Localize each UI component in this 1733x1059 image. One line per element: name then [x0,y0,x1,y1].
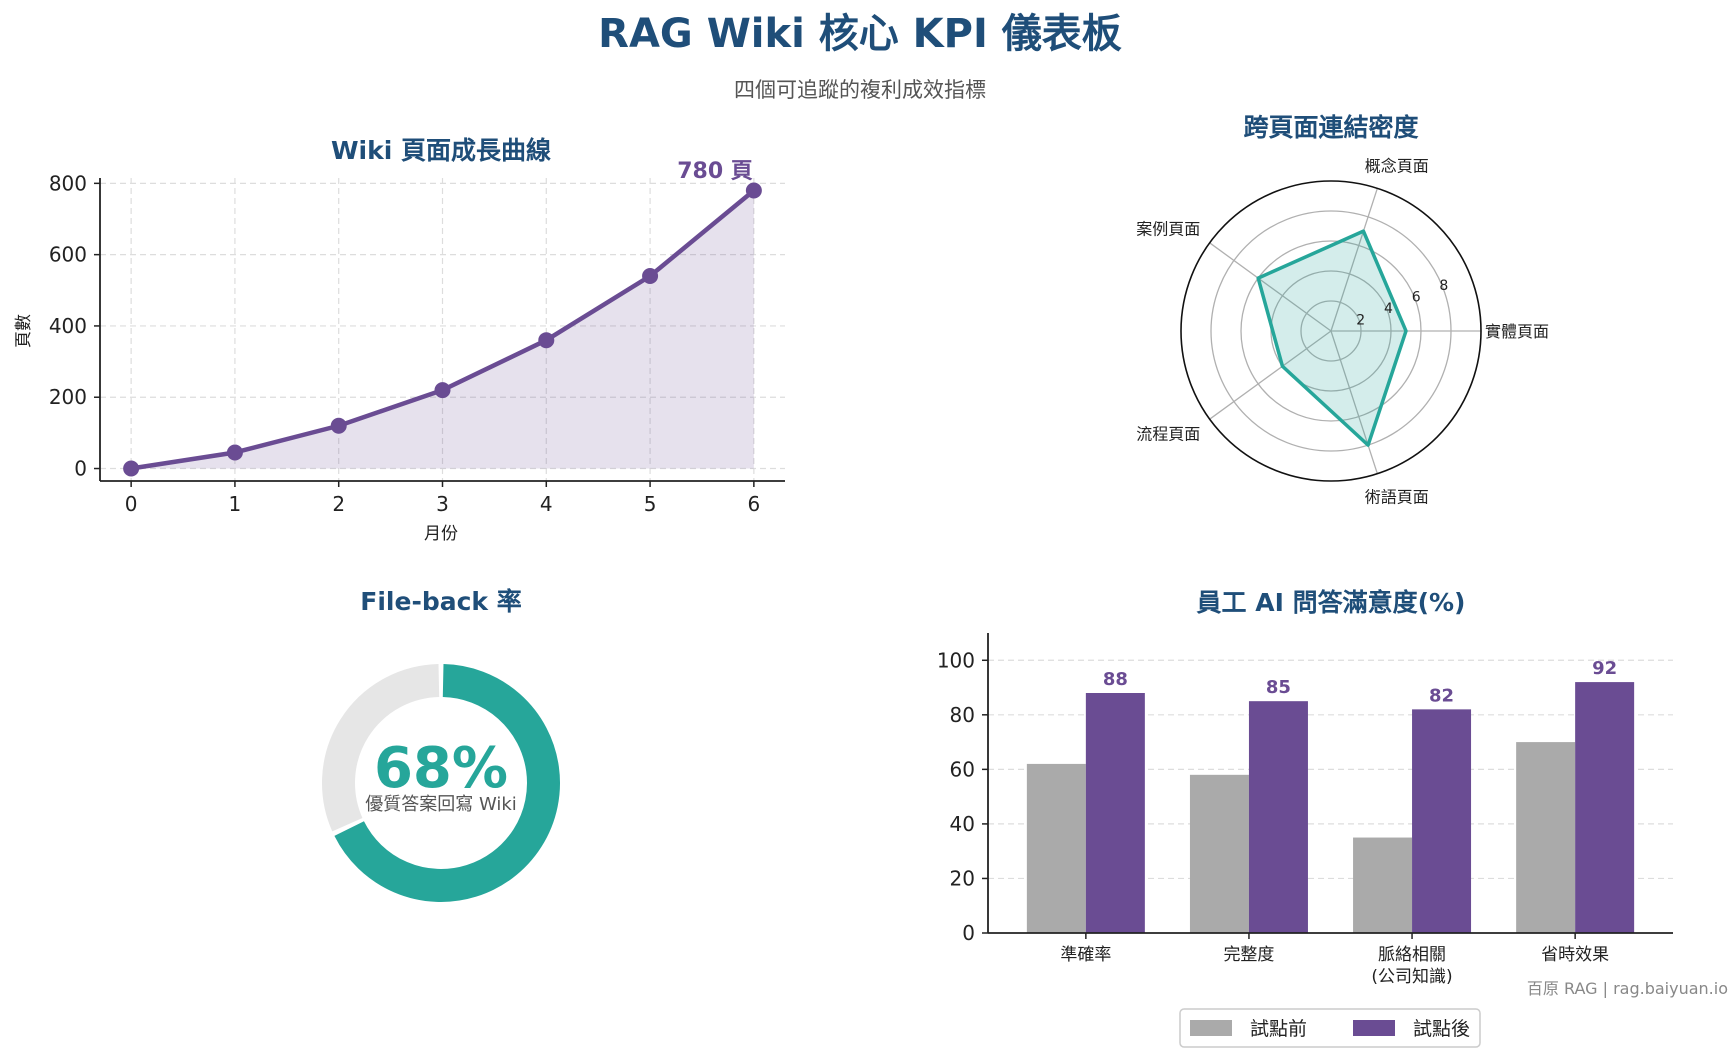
line-chart-title: Wiki 頁面成長曲線 [331,136,551,165]
bar-after [1412,709,1472,933]
line-chart-y-tick-label: 600 [49,243,87,267]
bar-chart-category-label: 完整度 [1223,945,1274,965]
radar-spoke [1209,242,1332,332]
line-chart-x-tick-label: 2 [332,492,345,516]
donut-value-arc [334,664,560,902]
line-chart-x-tick-label: 1 [229,492,242,516]
bar-after [1085,693,1145,933]
legend-swatch-before [1190,1020,1232,1036]
bar-after [1248,701,1308,933]
bar-chart-category-label: 省時效果 [1541,945,1609,965]
bar-after [1575,682,1635,933]
radar-r-tick-label: 6 [1412,290,1421,306]
bar-chart-legend: 試點前 試點後 [1179,1008,1481,1048]
line-chart-x-tick-label: 4 [540,492,553,516]
radar-category-label: 概念頁面 [1365,157,1429,176]
line-chart-point [330,417,347,434]
line-chart-point [226,444,243,461]
line-chart-x-tick-label: 5 [644,492,657,516]
legend-label-after: 試點後 [1413,1018,1470,1040]
line-chart-xlabel: 月份 [424,524,458,544]
radar-series-area [1256,229,1408,447]
bar-chart-y-tick-label: 60 [950,757,975,781]
radar-category-label: 流程頁面 [1136,424,1200,443]
donut-chart-title: File-back 率 [360,587,521,616]
footer-credit: 百原 RAG | rag.baiyuan.io [1527,979,1728,998]
line-chart-point [642,268,659,285]
bar-data-label: 82 [1429,685,1454,706]
legend-frame [1179,1008,1481,1048]
bar-chart-y-tick-label: 40 [950,812,975,836]
donut-remaining-arc [322,664,440,832]
radar-r-tick-label: 2 [1356,313,1365,329]
bar-chart-y-tick-label: 100 [937,648,975,672]
line-chart-point [123,460,140,477]
bar-chart-y-tick-label: 20 [950,866,975,890]
line-chart-x-tick-label: 0 [125,492,138,516]
bar-chart-category-label: 準確率 [1060,945,1111,965]
bar-before [1353,837,1413,933]
line-chart-point [745,182,762,199]
line-chart-y-tick-label: 800 [49,171,87,195]
donut-value-label: 68% [374,736,508,801]
radar-spoke [1330,188,1378,332]
radar-r-tick-label: 8 [1439,278,1448,294]
line-chart-area [131,190,754,469]
donut-caption: 優質答案回寫 Wiki [365,794,517,815]
line-chart-x-tick-label: 6 [747,492,760,516]
page-title: RAG Wiki 核心 KPI 儀表板 [598,11,1122,57]
radar-spoke [1209,330,1332,420]
line-chart-y-tick-label: 400 [49,314,87,338]
line-chart-ylabel: 頁數 [14,314,34,348]
bar-chart-category-label: 脈絡相關(公司知識) [1371,945,1452,987]
line-chart-point [538,332,555,349]
radar-spoke [1330,330,1378,474]
bar-before [1516,742,1576,933]
bar-chart-y-tick-label: 80 [950,703,975,727]
legend-swatch-after [1353,1020,1395,1036]
page-subtitle: 四個可追蹤的複利成效指標 [734,78,986,102]
line-chart-annotation: 780 頁 [677,159,753,184]
line-chart-y-tick-label: 200 [49,385,87,409]
line-chart-panel: Wiki 頁面成長曲線 月份 頁數 780 頁 0 1 2 3 4 5 6 0 200 400 60… [14,136,785,544]
line-chart-point [434,382,451,399]
line-chart-y-tick-label: 0 [74,457,87,481]
bar-data-label: 92 [1592,658,1617,679]
bar-before [1026,763,1086,933]
bar-chart-panel: 員工 AI 問答滿意度(%) 88 85 82 92 0 20 40 60 80 100 準確率 完整… [937,588,1673,987]
bar-data-label: 88 [1103,669,1128,690]
radar-category-label: 案例頁面 [1136,220,1200,239]
bar-before [1189,774,1249,933]
donut-chart-panel: File-back 率 68%優質答案回寫 Wiki [322,587,560,902]
radar-outer-ring [1180,180,1482,482]
bar-data-label: 85 [1266,677,1291,698]
legend-label-before: 試點前 [1250,1018,1307,1040]
radar-r-tick-label: 4 [1384,301,1393,317]
bar-chart-y-tick-label: 0 [962,921,975,945]
radar-chart-title: 跨頁面連結密度 [1243,113,1418,142]
radar-category-label: 術語頁面 [1365,487,1429,506]
radar-category-label: 實體頁面 [1485,322,1549,341]
bar-chart-title: 員工 AI 問答滿意度(%) [1197,588,1466,617]
line-chart-x-tick-label: 3 [436,492,449,516]
